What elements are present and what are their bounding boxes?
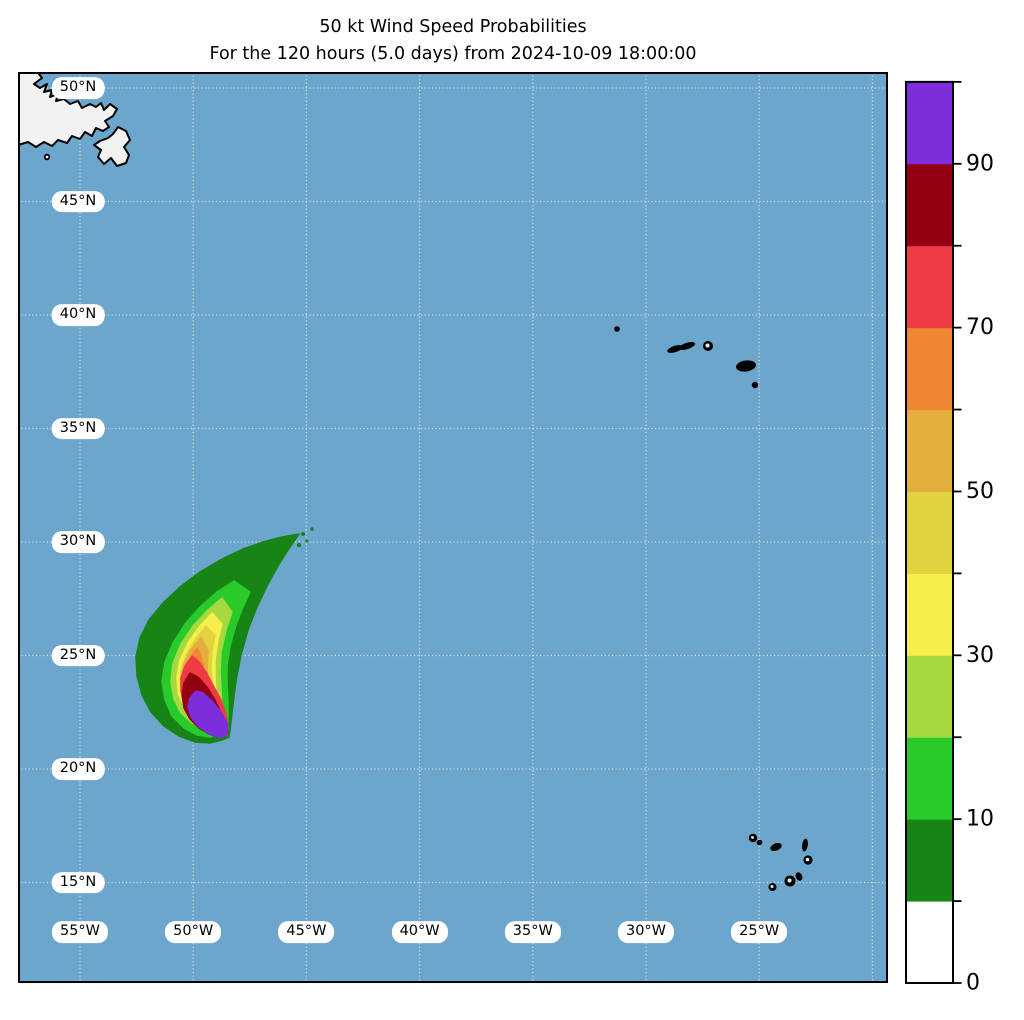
latitude-label: 35°N (51, 417, 105, 440)
longitude-label: 30°W (617, 921, 675, 943)
longitude-label: 55°W (51, 921, 109, 943)
longitude-label: 45°W (278, 921, 335, 943)
probability-speck (305, 539, 309, 543)
longitude-label: 40°W (391, 921, 448, 943)
probability-speck (301, 532, 305, 536)
island-lagoon (770, 885, 774, 888)
island (736, 360, 756, 372)
colorbar-tick-label: 50 (966, 479, 994, 504)
colorbar-segment (906, 81, 953, 165)
chart-title: 50 kt Wind Speed Probabilities (319, 17, 587, 37)
island-lagoon (805, 857, 810, 862)
colorbar-tick-label: 10 (966, 807, 994, 832)
chart-subtitle: For the 120 hours (5.0 days) from 2024-1… (209, 44, 697, 64)
island (678, 341, 696, 351)
island-lagoon (705, 343, 710, 348)
colorbar-outline (905, 80, 954, 984)
probability-speck (310, 527, 314, 531)
coastline-islet (43, 153, 51, 161)
longitude-label: 50°W (165, 921, 222, 943)
latitude-label: 30°N (51, 531, 105, 553)
colorbar-segment (906, 163, 953, 247)
coastline-landmass (18, 72, 118, 148)
island (802, 838, 808, 852)
colorbar-segment (906, 327, 953, 411)
longitude-label: 35°W (504, 921, 561, 943)
colorbar-tick-label: 70 (966, 315, 994, 340)
probability-map (18, 72, 888, 983)
island-lagoon (751, 836, 754, 839)
colorbar-tick-label: 0 (966, 971, 980, 996)
probability-speck (296, 542, 302, 548)
map-border (18, 72, 888, 983)
island (667, 345, 683, 353)
latitude-label: 15°N (51, 871, 105, 894)
colorbar-tick-label: 30 (966, 643, 994, 668)
colorbar-segment (906, 409, 953, 492)
ocean (18, 72, 888, 983)
colorbar-segment (906, 655, 953, 738)
island (756, 839, 763, 846)
latitude-label: 50°N (51, 77, 105, 99)
colorbar-segment (906, 819, 953, 902)
island (751, 381, 759, 389)
island (770, 842, 782, 852)
colorbar-tick-label: 90 (966, 151, 994, 176)
colorbar: 0 10 30 50 70 90 (905, 80, 994, 996)
colorbar-segment (906, 491, 953, 574)
latitude-label: 45°N (51, 190, 105, 213)
latitude-label: 25°N (51, 644, 105, 667)
island-lagoon (787, 878, 792, 883)
latitude-label: 40°N (51, 304, 105, 326)
map-area: 50°N 45°N 40°N 35°N 30°N 25°N 20°N 15°N 55°W 50°W… (18, 72, 888, 983)
island (795, 872, 803, 881)
latitude-label: 20°N (51, 758, 105, 780)
colorbar-segment (906, 901, 953, 984)
longitude-label: 25°W (731, 921, 788, 943)
probability-speck (292, 537, 296, 541)
colorbar-segment (906, 573, 953, 656)
island (614, 326, 620, 332)
probability-band-90-100 (187, 690, 229, 738)
coastline-landmass (93, 126, 131, 167)
colorbar-segment (906, 245, 953, 329)
colorbar-segment (906, 737, 953, 820)
